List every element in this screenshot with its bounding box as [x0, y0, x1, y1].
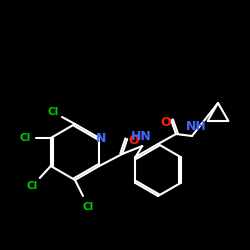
Text: Cl: Cl [47, 107, 58, 117]
Text: HN: HN [131, 130, 152, 143]
Text: NH: NH [186, 120, 206, 132]
Text: N: N [96, 132, 106, 144]
Text: Cl: Cl [26, 182, 38, 192]
Text: O: O [161, 116, 171, 128]
Text: Cl: Cl [20, 133, 31, 143]
Text: Cl: Cl [83, 202, 94, 212]
Text: O: O [128, 134, 138, 146]
